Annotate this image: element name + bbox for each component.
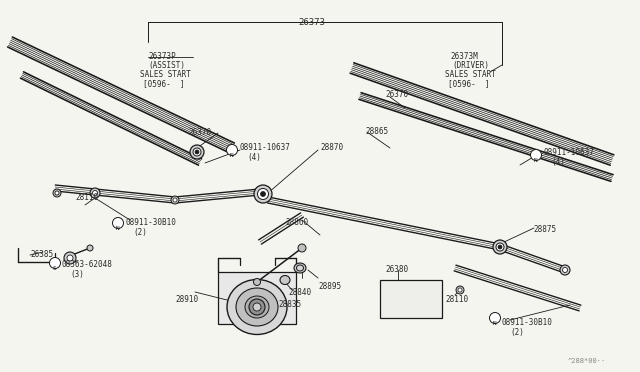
- Text: 26370: 26370: [188, 128, 211, 137]
- Text: 28895: 28895: [318, 282, 341, 291]
- Text: 28860: 28860: [285, 218, 308, 227]
- Circle shape: [64, 252, 76, 264]
- Text: SALES START: SALES START: [445, 70, 496, 79]
- Text: 08363-62048: 08363-62048: [62, 260, 113, 269]
- Circle shape: [253, 303, 261, 311]
- Text: S: S: [52, 266, 56, 271]
- Text: ^288*00··: ^288*00··: [568, 358, 606, 364]
- Text: 28875: 28875: [533, 225, 556, 234]
- Circle shape: [298, 244, 306, 252]
- Text: 28865: 28865: [365, 127, 388, 136]
- Text: 28110: 28110: [75, 193, 98, 202]
- Circle shape: [249, 299, 265, 315]
- Text: N: N: [115, 226, 119, 231]
- Text: [0596-  ]: [0596- ]: [448, 79, 490, 88]
- Circle shape: [49, 257, 61, 269]
- Text: 08911-30B10: 08911-30B10: [502, 318, 553, 327]
- Text: 08911-30B10: 08911-30B10: [125, 218, 176, 227]
- Circle shape: [253, 279, 260, 285]
- Circle shape: [113, 218, 124, 228]
- Ellipse shape: [280, 276, 290, 285]
- Text: N: N: [534, 158, 537, 163]
- Text: (2): (2): [133, 228, 147, 237]
- Circle shape: [193, 148, 201, 156]
- Bar: [380, 280, 442, 318]
- Text: 26370: 26370: [385, 90, 408, 99]
- Circle shape: [67, 255, 73, 261]
- Text: 28910: 28910: [175, 295, 198, 304]
- Text: 26385: 26385: [30, 250, 53, 259]
- Text: 08911-10637: 08911-10637: [239, 143, 290, 152]
- Ellipse shape: [227, 279, 287, 334]
- Text: N: N: [230, 153, 233, 158]
- Text: (4): (4): [247, 153, 261, 162]
- Circle shape: [531, 150, 541, 160]
- Circle shape: [87, 245, 93, 251]
- Circle shape: [173, 198, 177, 202]
- Text: 28110: 28110: [445, 295, 468, 304]
- Text: (DRIVER): (DRIVER): [452, 61, 489, 70]
- Text: 26380: 26380: [385, 265, 408, 274]
- Circle shape: [53, 189, 61, 197]
- Text: SALES START: SALES START: [140, 70, 191, 79]
- Ellipse shape: [296, 265, 303, 271]
- Text: 26373M: 26373M: [450, 52, 477, 61]
- Circle shape: [195, 150, 199, 154]
- Text: 26373: 26373: [298, 18, 325, 27]
- Text: 26373P: 26373P: [148, 52, 176, 61]
- Ellipse shape: [294, 263, 306, 273]
- Text: (ASSIST): (ASSIST): [148, 61, 185, 70]
- Ellipse shape: [236, 288, 278, 326]
- Text: 28840: 28840: [288, 288, 311, 297]
- Circle shape: [93, 190, 97, 196]
- Circle shape: [560, 265, 570, 275]
- Circle shape: [257, 189, 269, 199]
- Ellipse shape: [245, 296, 269, 318]
- Circle shape: [496, 243, 504, 251]
- Text: [0596-  ]: [0596- ]: [143, 79, 184, 88]
- Circle shape: [55, 191, 59, 195]
- Circle shape: [171, 196, 179, 204]
- Text: N: N: [493, 321, 496, 326]
- Circle shape: [563, 267, 568, 273]
- Circle shape: [260, 192, 266, 196]
- Text: (4): (4): [551, 158, 565, 167]
- Circle shape: [490, 312, 500, 324]
- Text: (3): (3): [70, 270, 84, 279]
- Text: (2): (2): [510, 328, 524, 337]
- Circle shape: [456, 286, 464, 294]
- Circle shape: [190, 145, 204, 159]
- Circle shape: [90, 188, 100, 198]
- Text: 28835: 28835: [278, 300, 301, 309]
- Circle shape: [498, 245, 502, 249]
- Bar: [218, 272, 296, 324]
- Circle shape: [254, 185, 272, 203]
- Circle shape: [493, 240, 507, 254]
- Text: 08911-10637: 08911-10637: [543, 148, 594, 157]
- Circle shape: [227, 144, 237, 155]
- Circle shape: [458, 288, 462, 292]
- Text: 28870: 28870: [320, 143, 343, 152]
